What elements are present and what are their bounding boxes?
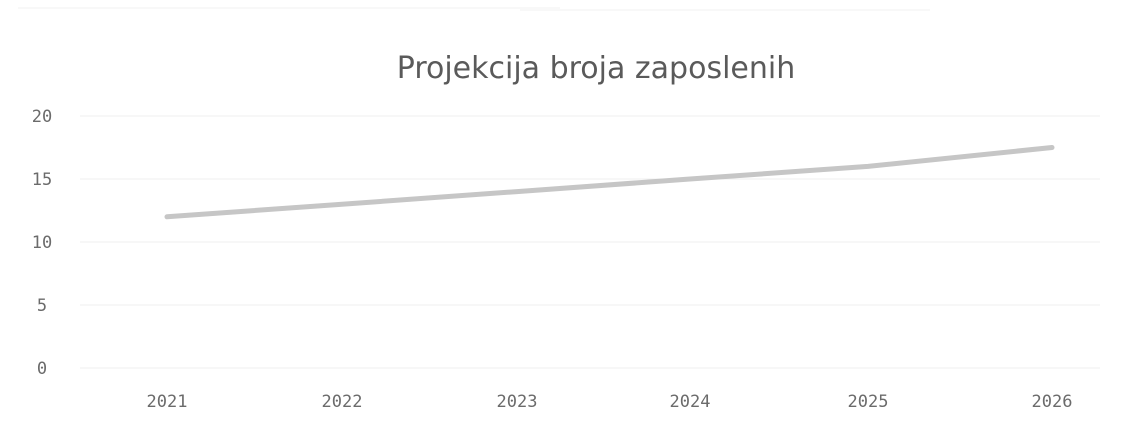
y-tick-label-15: 15 (32, 170, 52, 190)
chart-grid (80, 115, 1100, 369)
x-tick-label-2021: 2021 (147, 392, 188, 412)
y-tick-label-5: 5 (37, 296, 47, 316)
scan-artifacts (18, 7, 930, 11)
x-tick-label-2024: 2024 (670, 392, 711, 412)
y-tick-label-0: 0 (37, 359, 47, 379)
chart-title: Projekcija broja zaposlenih (397, 51, 795, 86)
x-tick-label-2026: 2026 (1032, 392, 1073, 412)
x-axis-ticks: 2021 2022 2023 2024 2025 2026 (147, 392, 1073, 412)
chart-series (164, 145, 1055, 220)
x-tick-label-2023: 2023 (497, 392, 538, 412)
x-tick-label-2022: 2022 (322, 392, 363, 412)
x-tick-label-2025: 2025 (848, 392, 889, 412)
y-axis-ticks: 0 5 10 15 20 (32, 107, 52, 379)
y-tick-label-10: 10 (32, 233, 52, 253)
y-tick-label-20: 20 (32, 107, 52, 127)
series-line-0 (164, 145, 1055, 220)
